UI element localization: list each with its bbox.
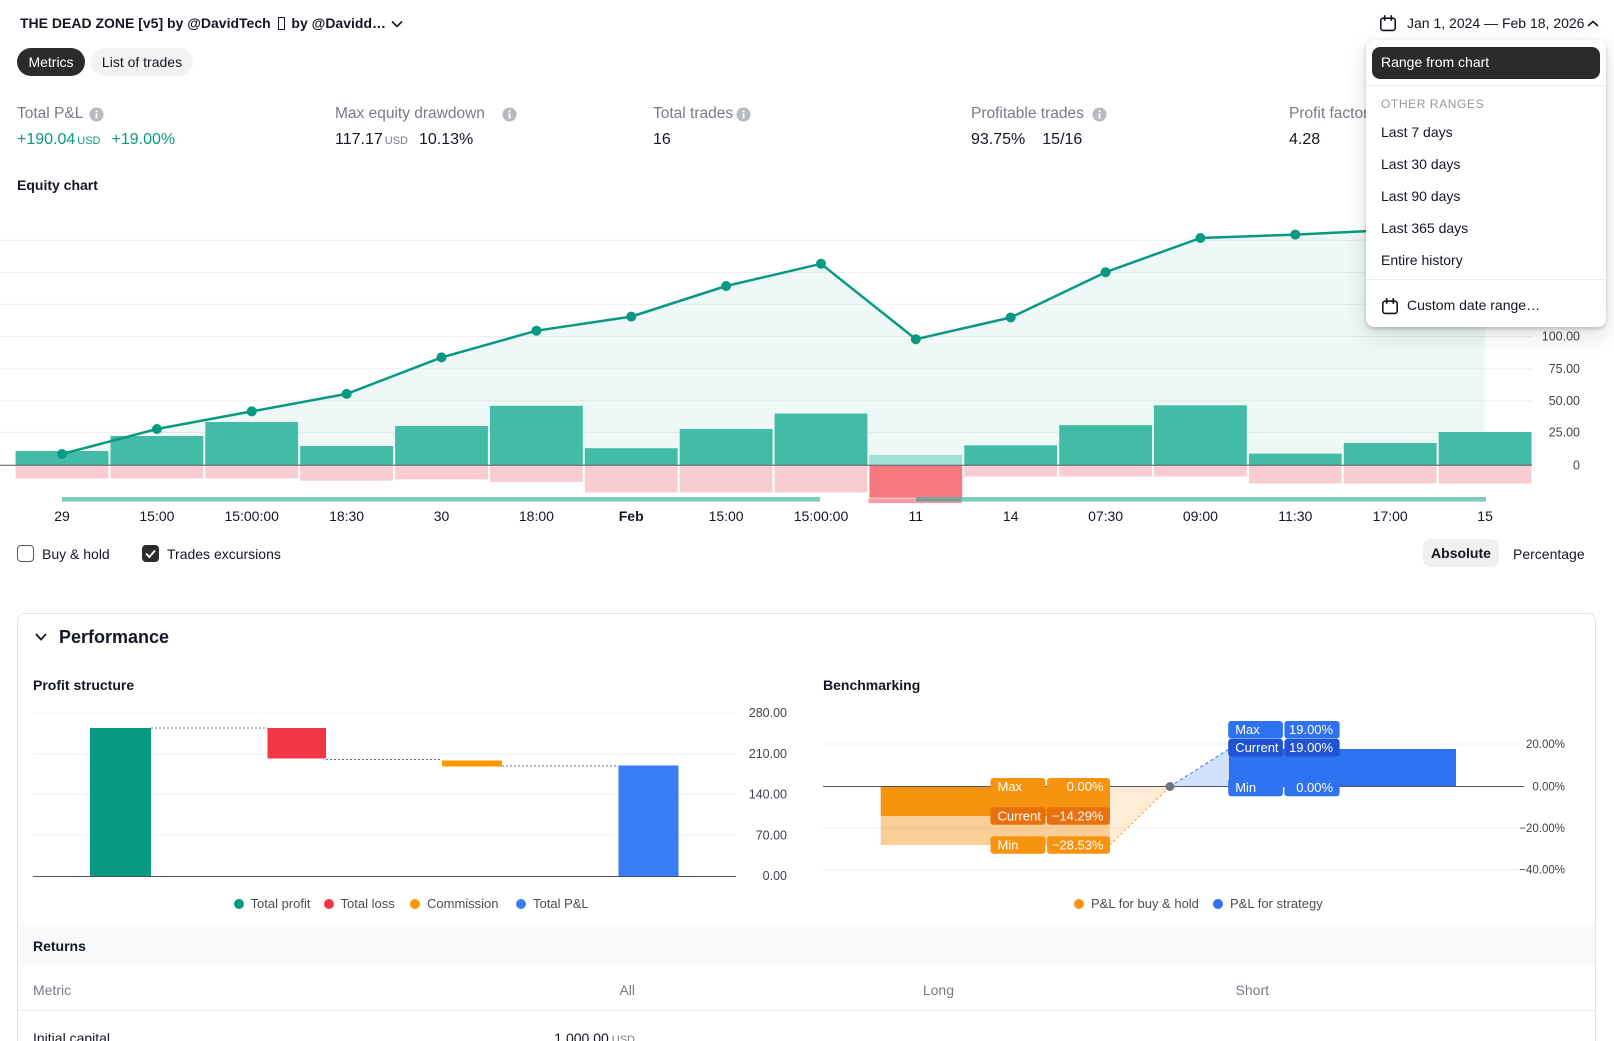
- svg-text:14: 14: [1003, 508, 1019, 524]
- svg-text:−20.00%: −20.00%: [1519, 823, 1565, 835]
- svg-text:−28.53%: −28.53%: [1052, 838, 1104, 853]
- svg-text:17:00: 17:00: [1373, 508, 1408, 524]
- svg-text:0.00%: 0.00%: [1532, 782, 1565, 794]
- svg-text:15:00:00: 15:00:00: [794, 508, 849, 524]
- svg-text:−14.29%: −14.29%: [1052, 809, 1104, 824]
- svg-text:20.00%: 20.00%: [1526, 739, 1565, 751]
- svg-text:15:00:00: 15:00:00: [224, 508, 279, 524]
- svg-text:18:30: 18:30: [329, 508, 364, 524]
- svg-text:09:00: 09:00: [1183, 508, 1218, 524]
- svg-text:Min: Min: [998, 838, 1019, 853]
- svg-text:280.00: 280.00: [749, 706, 787, 720]
- svg-text:15:00: 15:00: [139, 508, 174, 524]
- svg-text:11:30: 11:30: [1278, 508, 1312, 524]
- svg-text:70.00: 70.00: [756, 828, 787, 842]
- svg-text:Current: Current: [1235, 740, 1279, 755]
- svg-text:0.00%: 0.00%: [1067, 779, 1104, 794]
- svg-text:15:00: 15:00: [709, 508, 744, 524]
- svg-text:Current: Current: [998, 809, 1042, 824]
- svg-text:07:30: 07:30: [1088, 508, 1123, 524]
- svg-text:Max: Max: [998, 779, 1023, 794]
- svg-text:75.00: 75.00: [1549, 362, 1580, 376]
- svg-text:15: 15: [1477, 508, 1493, 524]
- svg-text:100.00: 100.00: [1542, 330, 1580, 344]
- svg-text:0.00%: 0.00%: [1296, 780, 1333, 795]
- svg-text:19.00%: 19.00%: [1289, 722, 1334, 737]
- svg-text:19.00%: 19.00%: [1289, 740, 1334, 755]
- svg-text:Min: Min: [1235, 780, 1256, 795]
- svg-text:210.00: 210.00: [749, 747, 787, 761]
- svg-text:0.00: 0.00: [763, 869, 787, 883]
- svg-text:−40.00%: −40.00%: [1519, 865, 1565, 877]
- svg-text:25.00: 25.00: [1549, 426, 1580, 440]
- svg-text:0: 0: [1573, 459, 1580, 473]
- svg-text:140.00: 140.00: [749, 788, 787, 802]
- svg-text:18:00: 18:00: [519, 508, 554, 524]
- svg-text:Max: Max: [1235, 722, 1260, 737]
- svg-text:29: 29: [54, 508, 70, 524]
- svg-text:11: 11: [909, 508, 924, 524]
- svg-text:30: 30: [434, 508, 450, 524]
- svg-text:50.00: 50.00: [1549, 394, 1580, 408]
- svg-text:Feb: Feb: [619, 508, 644, 524]
